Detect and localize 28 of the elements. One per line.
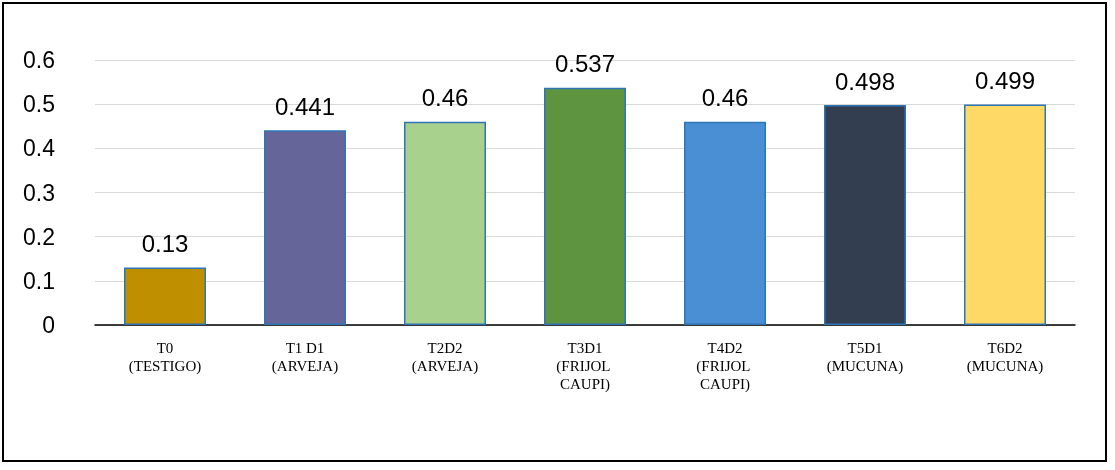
bar	[264, 130, 346, 325]
data-label: 0.13	[141, 230, 189, 258]
y-tick-label: 0.5	[23, 91, 55, 118]
bar	[684, 121, 766, 325]
y-tick-label: 0.1	[23, 267, 55, 294]
data-label: 0.46	[421, 84, 469, 112]
bar	[404, 121, 486, 325]
x-tick-label: T2D2 (ARVEJA)	[411, 340, 479, 375]
x-tick-label: T4D2 (FRIJOL CAUPI)	[696, 340, 754, 393]
y-tick-label: 0.2	[23, 223, 55, 250]
x-tick-label: T0 (TESTIGO)	[128, 340, 202, 375]
x-tick-label: T5D1 (MUCUNA)	[826, 340, 904, 375]
y-tick-label: 0	[42, 312, 55, 338]
bar	[824, 105, 906, 325]
bar	[124, 267, 206, 325]
x-tick-label: T6D2 (MUCUNA)	[966, 340, 1044, 375]
data-label: 0.441	[274, 92, 336, 120]
data-label: 0.498	[834, 67, 896, 95]
data-label: 0.46	[701, 84, 749, 112]
data-label: 0.499	[974, 67, 1036, 95]
bar	[544, 87, 626, 325]
x-tick-label: T1 D1 (ARVEJA)	[271, 340, 339, 375]
y-tick-label: 0.4	[23, 135, 56, 162]
x-tick-label: T3D1 (FRIJOL CAUPI)	[556, 340, 614, 393]
y-tick-label: 0.6	[23, 47, 55, 73]
y-tick-label: 0.3	[23, 179, 55, 206]
bar	[964, 104, 1046, 325]
data-label: 0.537	[554, 50, 616, 78]
